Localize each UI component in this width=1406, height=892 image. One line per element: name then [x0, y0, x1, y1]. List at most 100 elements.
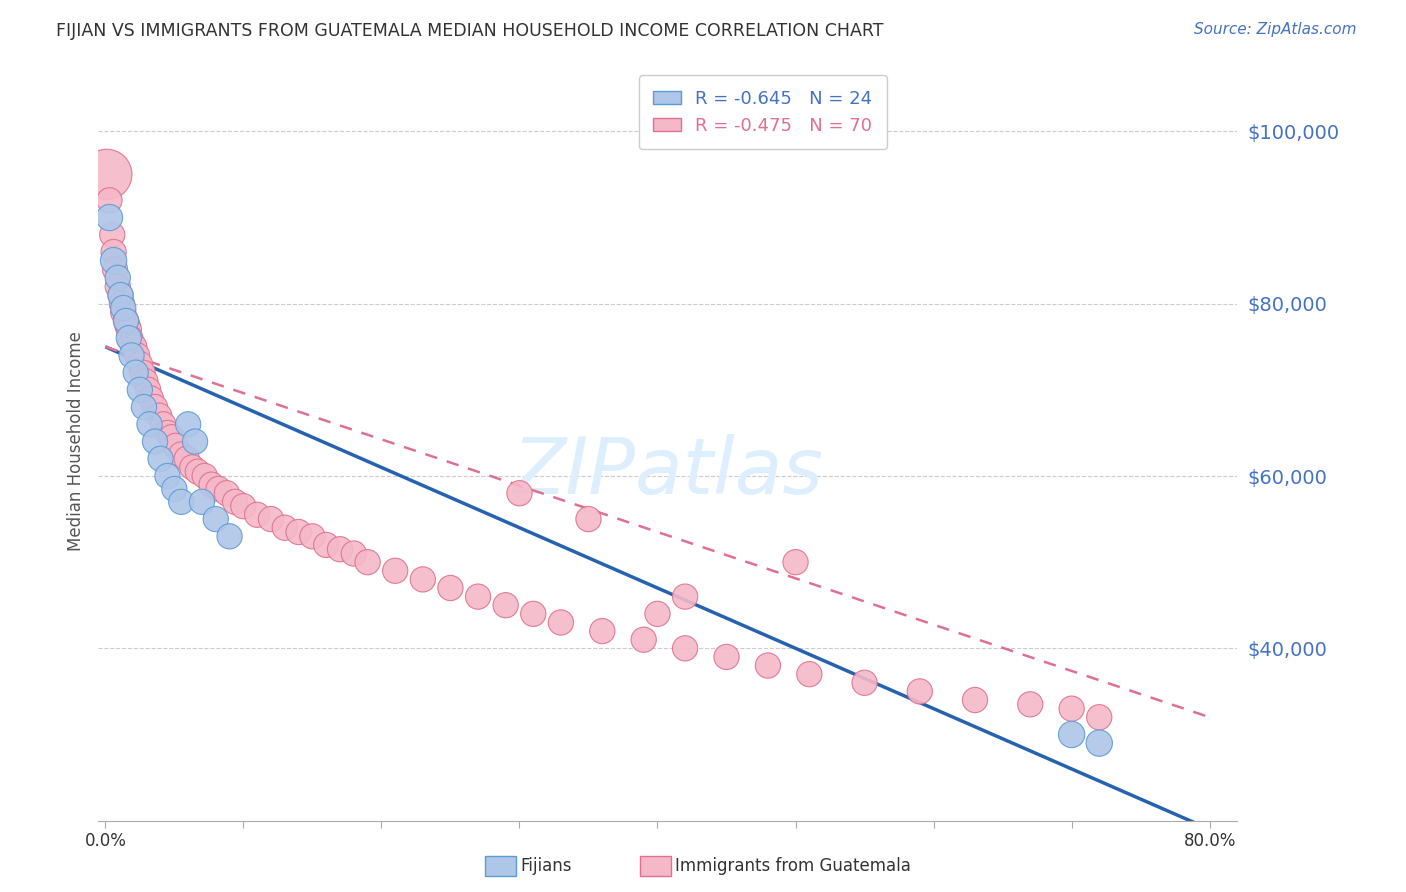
Point: [274, 521, 297, 535]
Point: [115, 314, 138, 328]
Point: [121, 335, 143, 350]
Point: [232, 499, 254, 513]
Point: [138, 417, 160, 432]
Point: [156, 469, 179, 483]
Point: [522, 607, 544, 621]
Point: [103, 253, 125, 268]
Point: [177, 417, 200, 432]
Point: [356, 555, 378, 569]
Point: [124, 340, 146, 354]
Point: [301, 529, 323, 543]
Point: [143, 400, 166, 414]
Point: [673, 590, 696, 604]
Legend: R = -0.645   N = 24, R = -0.475   N = 70: R = -0.645 N = 24, R = -0.475 N = 70: [640, 75, 887, 149]
Point: [647, 607, 669, 621]
Point: [439, 581, 461, 595]
Point: [495, 599, 517, 613]
Text: FIJIAN VS IMMIGRANTS FROM GUATEMALA MEDIAN HOUSEHOLD INCOME CORRELATION CHART: FIJIAN VS IMMIGRANTS FROM GUATEMALA MEDI…: [56, 22, 884, 40]
Point: [260, 512, 283, 526]
Point: [633, 632, 655, 647]
Point: [128, 357, 150, 371]
Point: [467, 590, 489, 604]
Point: [107, 279, 129, 293]
Point: [194, 469, 217, 483]
Point: [508, 486, 530, 500]
Point: [120, 331, 142, 345]
Point: [143, 434, 166, 449]
Point: [591, 624, 613, 639]
Y-axis label: Median Household Income: Median Household Income: [66, 332, 84, 551]
Point: [125, 366, 148, 380]
Point: [148, 409, 170, 423]
Point: [128, 383, 150, 397]
Point: [1088, 710, 1111, 724]
Point: [1060, 701, 1083, 715]
Point: [101, 227, 124, 242]
Point: [112, 305, 135, 319]
Point: [315, 538, 337, 552]
Point: [111, 296, 134, 310]
Point: [246, 508, 269, 522]
Point: [181, 460, 204, 475]
Point: [149, 451, 172, 466]
Point: [176, 451, 198, 466]
Point: [107, 270, 129, 285]
Point: [98, 194, 121, 208]
Text: Immigrants from Guatemala: Immigrants from Guatemala: [675, 857, 911, 875]
Text: Source: ZipAtlas.com: Source: ZipAtlas.com: [1194, 22, 1357, 37]
Point: [160, 430, 183, 444]
Point: [287, 524, 309, 539]
Point: [163, 482, 186, 496]
Point: [118, 331, 141, 345]
Point: [343, 547, 366, 561]
Point: [224, 495, 246, 509]
Point: [132, 400, 155, 414]
Point: [165, 439, 187, 453]
Point: [139, 392, 162, 406]
Point: [103, 244, 125, 259]
Point: [1060, 727, 1083, 741]
Point: [117, 318, 139, 333]
Point: [329, 542, 352, 557]
Point: [799, 667, 821, 681]
Point: [785, 555, 807, 569]
Point: [207, 482, 229, 496]
Point: [184, 434, 207, 449]
Point: [550, 615, 572, 630]
Point: [170, 447, 193, 461]
Point: [118, 322, 141, 336]
Text: ZIPatlas: ZIPatlas: [512, 434, 824, 510]
Point: [191, 495, 214, 509]
Point: [384, 564, 406, 578]
Point: [110, 288, 132, 302]
Point: [853, 675, 876, 690]
Point: [136, 383, 159, 397]
Point: [125, 348, 148, 362]
Point: [963, 693, 986, 707]
Point: [156, 425, 179, 440]
Point: [412, 573, 434, 587]
Point: [121, 348, 143, 362]
Point: [170, 495, 193, 509]
Point: [131, 366, 153, 380]
Point: [215, 486, 238, 500]
Point: [908, 684, 931, 698]
Point: [578, 512, 600, 526]
Point: [218, 529, 240, 543]
Point: [1019, 698, 1042, 712]
Point: [187, 465, 209, 479]
Point: [673, 641, 696, 656]
Point: [104, 262, 127, 277]
Point: [201, 477, 224, 491]
Point: [134, 374, 156, 388]
Point: [115, 314, 138, 328]
Point: [98, 211, 121, 225]
Point: [96, 168, 118, 182]
Point: [152, 417, 174, 432]
Point: [716, 649, 738, 664]
Point: [1088, 736, 1111, 750]
Point: [112, 301, 135, 315]
Text: Fijians: Fijians: [520, 857, 572, 875]
Point: [204, 512, 226, 526]
Point: [110, 288, 132, 302]
